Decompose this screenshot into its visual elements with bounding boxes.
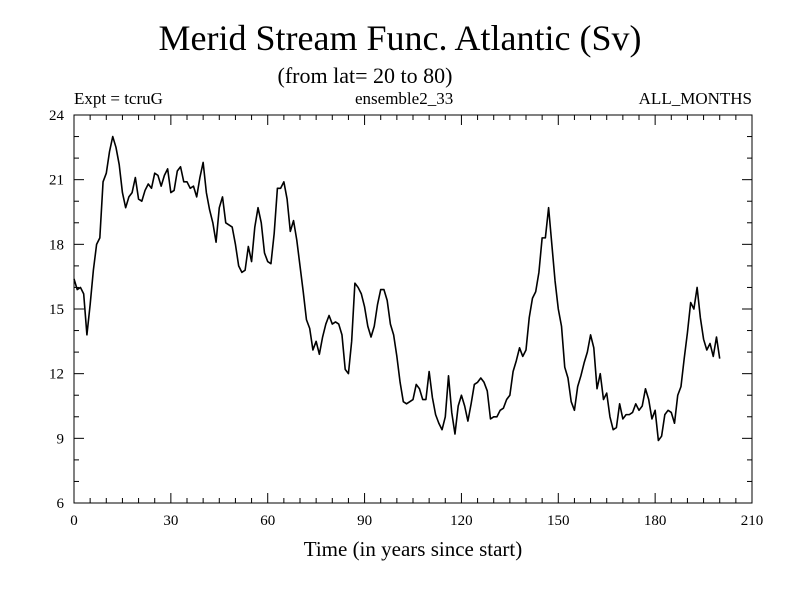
y-tick-label: 15: [49, 302, 64, 318]
x-tick-label: 30: [163, 513, 178, 529]
y-tick-label: 21: [49, 173, 64, 189]
x-axis-title: Time (in years since start): [303, 537, 523, 561]
y-tick-label: 24: [49, 108, 65, 124]
y-tick-label: 18: [49, 237, 64, 253]
x-tick-label: 0: [70, 513, 78, 529]
tick-marks: [73, 114, 753, 504]
y-tick-label: 9: [57, 431, 65, 447]
tick-labels: 0 30 60 90 120 150 180 210 6 9 12 15 18 21 24: [49, 108, 763, 529]
months-label: ALL_MONTHS: [638, 89, 752, 108]
y-tick-label: 6: [57, 496, 65, 512]
x-tick-label: 120: [450, 513, 473, 529]
chart-subtitle: (from lat= 20 to 80): [277, 63, 453, 88]
series-line: [73, 135, 721, 442]
x-tick-label: 150: [547, 513, 570, 529]
y-tick-label: 12: [49, 367, 64, 383]
x-tick-label: 180: [644, 513, 667, 529]
x-tick-label: 90: [357, 513, 372, 529]
plot-frame: [73, 114, 753, 504]
chart-title: Merid Stream Func. Atlantic (Sv): [158, 18, 642, 58]
x-tick-label: 60: [260, 513, 275, 529]
experiment-label: Expt = tcruG: [74, 89, 163, 108]
ensemble-label: ensemble2_33: [355, 89, 454, 108]
x-tick-label: 210: [741, 513, 764, 529]
